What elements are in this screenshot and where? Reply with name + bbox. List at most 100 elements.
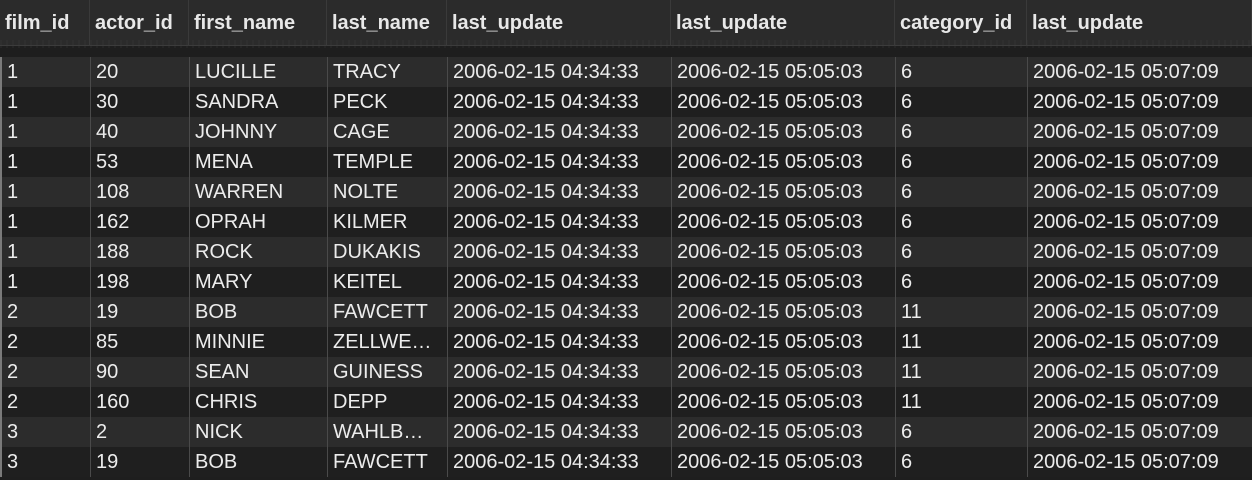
cell-last-update-1[interactable]: 2006-02-15 04:34:33 bbox=[447, 207, 671, 237]
cell-last-update-1[interactable]: 2006-02-15 04:34:33 bbox=[447, 87, 671, 117]
cell-category-id[interactable]: 6 bbox=[895, 147, 1027, 177]
cell-film-id[interactable]: 2 bbox=[0, 357, 90, 387]
cell-category-id[interactable]: 6 bbox=[895, 207, 1027, 237]
cell-film-id[interactable]: 3 bbox=[0, 417, 90, 447]
cell-first-name[interactable]: CHRIS bbox=[189, 387, 327, 417]
table-row[interactable]: 3 2 NICK WAHLB… 2006-02-15 04:34:33 2006-02-1… bbox=[0, 417, 1252, 447]
cell-last-update-2[interactable]: 2006-02-15 05:05:03 bbox=[671, 147, 895, 177]
cell-last-update-1[interactable]: 2006-02-15 04:34:33 bbox=[447, 57, 671, 87]
cell-last-update-1[interactable]: 2006-02-15 04:34:33 bbox=[447, 147, 671, 177]
cell-actor-id[interactable]: 108 bbox=[90, 177, 189, 207]
cell-film-id[interactable]: 2 bbox=[0, 387, 90, 417]
cell-actor-id[interactable]: 198 bbox=[90, 267, 189, 297]
cell-category-id[interactable]: 6 bbox=[895, 417, 1027, 447]
cell-last-name[interactable]: WAHLB… bbox=[327, 417, 447, 447]
cell-film-id[interactable]: 2 bbox=[0, 327, 90, 357]
cell-actor-id[interactable]: 85 bbox=[90, 327, 189, 357]
column-header-first-name[interactable]: first_name bbox=[189, 0, 327, 46]
cell-last-update-1[interactable]: 2006-02-15 04:34:33 bbox=[447, 177, 671, 207]
cell-category-id[interactable]: 6 bbox=[895, 267, 1027, 297]
cell-last-name[interactable]: CAGE bbox=[327, 117, 447, 147]
column-header-last-name[interactable]: last_name bbox=[327, 0, 447, 46]
cell-category-id[interactable]: 6 bbox=[895, 87, 1027, 117]
cell-film-id[interactable]: 1 bbox=[0, 87, 90, 117]
cell-first-name[interactable]: MARY bbox=[189, 267, 327, 297]
cell-last-update-2[interactable]: 2006-02-15 05:05:03 bbox=[671, 387, 895, 417]
cell-last-update-2[interactable]: 2006-02-15 05:05:03 bbox=[671, 447, 895, 477]
cell-last-update-3[interactable]: 2006-02-15 05:07:09 bbox=[1027, 237, 1252, 267]
cell-last-name[interactable]: DEPP bbox=[327, 387, 447, 417]
cell-actor-id[interactable]: 19 bbox=[90, 447, 189, 477]
cell-first-name[interactable]: BOB bbox=[189, 297, 327, 327]
cell-last-update-2[interactable]: 2006-02-15 05:05:03 bbox=[671, 177, 895, 207]
cell-first-name[interactable]: ROCK bbox=[189, 237, 327, 267]
cell-actor-id[interactable]: 188 bbox=[90, 237, 189, 267]
cell-last-update-3[interactable]: 2006-02-15 05:07:09 bbox=[1027, 447, 1252, 477]
cell-film-id[interactable]: 3 bbox=[0, 447, 90, 477]
cell-last-update-2[interactable]: 2006-02-15 05:05:03 bbox=[671, 327, 895, 357]
cell-category-id[interactable]: 6 bbox=[895, 117, 1027, 147]
cell-last-name[interactable]: FAWCETT bbox=[327, 447, 447, 477]
cell-category-id[interactable]: 6 bbox=[895, 447, 1027, 477]
cell-film-id[interactable]: 1 bbox=[0, 207, 90, 237]
cell-first-name[interactable]: MINNIE bbox=[189, 327, 327, 357]
cell-first-name[interactable]: WARREN bbox=[189, 177, 327, 207]
cell-actor-id[interactable]: 40 bbox=[90, 117, 189, 147]
cell-last-name[interactable]: TRACY bbox=[327, 57, 447, 87]
table-row[interactable]: 2 85 MINNIE ZELLWE… 2006-02-15 04:34:33 2006-… bbox=[0, 327, 1252, 357]
cell-actor-id[interactable]: 30 bbox=[90, 87, 189, 117]
cell-last-update-3[interactable]: 2006-02-15 05:07:09 bbox=[1027, 117, 1252, 147]
cell-actor-id[interactable]: 162 bbox=[90, 207, 189, 237]
cell-first-name[interactable]: JOHNNY bbox=[189, 117, 327, 147]
column-header-category-id[interactable]: category_id bbox=[895, 0, 1027, 46]
cell-last-name[interactable]: ZELLWE… bbox=[327, 327, 447, 357]
cell-last-update-1[interactable]: 2006-02-15 04:34:33 bbox=[447, 297, 671, 327]
cell-actor-id[interactable]: 2 bbox=[90, 417, 189, 447]
cell-category-id[interactable]: 11 bbox=[895, 327, 1027, 357]
table-row[interactable]: 1 198 MARY KEITEL 2006-02-15 04:34:33 2006-02… bbox=[0, 267, 1252, 297]
cell-category-id[interactable]: 11 bbox=[895, 357, 1027, 387]
cell-actor-id[interactable]: 160 bbox=[90, 387, 189, 417]
column-header-film-id[interactable]: film_id bbox=[0, 0, 90, 46]
cell-last-update-2[interactable]: 2006-02-15 05:05:03 bbox=[671, 237, 895, 267]
cell-last-name[interactable]: DUKAKIS bbox=[327, 237, 447, 267]
cell-last-update-3[interactable]: 2006-02-15 05:07:09 bbox=[1027, 327, 1252, 357]
cell-last-name[interactable]: KILMER bbox=[327, 207, 447, 237]
cell-last-update-3[interactable]: 2006-02-15 05:07:09 bbox=[1027, 57, 1252, 87]
cell-last-update-1[interactable]: 2006-02-15 04:34:33 bbox=[447, 417, 671, 447]
table-row[interactable]: 2 19 BOB FAWCETT 2006-02-15 04:34:33 2006-02-… bbox=[0, 297, 1252, 327]
cell-last-update-1[interactable]: 2006-02-15 04:34:33 bbox=[447, 447, 671, 477]
cell-film-id[interactable]: 1 bbox=[0, 117, 90, 147]
column-header-actor-id[interactable]: actor_id bbox=[90, 0, 189, 46]
column-header-last-update-2[interactable]: last_update bbox=[671, 0, 895, 46]
cell-last-update-2[interactable]: 2006-02-15 05:05:03 bbox=[671, 57, 895, 87]
cell-last-update-1[interactable]: 2006-02-15 04:34:33 bbox=[447, 387, 671, 417]
table-row[interactable]: 1 188 ROCK DUKAKIS 2006-02-15 04:34:33 2006-0… bbox=[0, 237, 1252, 267]
cell-last-name[interactable]: GUINESS bbox=[327, 357, 447, 387]
cell-first-name[interactable]: SANDRA bbox=[189, 87, 327, 117]
cell-last-update-2[interactable]: 2006-02-15 05:05:03 bbox=[671, 417, 895, 447]
cell-category-id[interactable]: 11 bbox=[895, 297, 1027, 327]
cell-last-update-1[interactable]: 2006-02-15 04:34:33 bbox=[447, 237, 671, 267]
cell-last-update-3[interactable]: 2006-02-15 05:07:09 bbox=[1027, 387, 1252, 417]
cell-last-update-3[interactable]: 2006-02-15 05:07:09 bbox=[1027, 207, 1252, 237]
cell-first-name[interactable]: LUCILLE bbox=[189, 57, 327, 87]
cell-film-id[interactable]: 1 bbox=[0, 177, 90, 207]
table-row[interactable]: 1 53 MENA TEMPLE 2006-02-15 04:34:33 2006-02-… bbox=[0, 147, 1252, 177]
cell-film-id[interactable]: 1 bbox=[0, 237, 90, 267]
table-row[interactable]: 1 108 WARREN NOLTE 2006-02-15 04:34:33 2006-0… bbox=[0, 177, 1252, 207]
cell-film-id[interactable]: 1 bbox=[0, 57, 90, 87]
cell-actor-id[interactable]: 20 bbox=[90, 57, 189, 87]
cell-actor-id[interactable]: 90 bbox=[90, 357, 189, 387]
cell-last-name[interactable]: KEITEL bbox=[327, 267, 447, 297]
cell-actor-id[interactable]: 53 bbox=[90, 147, 189, 177]
cell-last-update-3[interactable]: 2006-02-15 05:07:09 bbox=[1027, 147, 1252, 177]
table-row[interactable]: 1 30 SANDRA PECK 2006-02-15 04:34:33 2006-02-… bbox=[0, 87, 1252, 117]
cell-last-name[interactable]: FAWCETT bbox=[327, 297, 447, 327]
cell-last-update-2[interactable]: 2006-02-15 05:05:03 bbox=[671, 117, 895, 147]
cell-last-update-3[interactable]: 2006-02-15 05:07:09 bbox=[1027, 297, 1252, 327]
column-header-last-update-1[interactable]: last_update bbox=[447, 0, 671, 46]
cell-last-update-2[interactable]: 2006-02-15 05:05:03 bbox=[671, 267, 895, 297]
table-row[interactable]: 1 20 LUCILLE TRACY 2006-02-15 04:34:33 2006-0… bbox=[0, 57, 1252, 87]
cell-first-name[interactable]: NICK bbox=[189, 417, 327, 447]
